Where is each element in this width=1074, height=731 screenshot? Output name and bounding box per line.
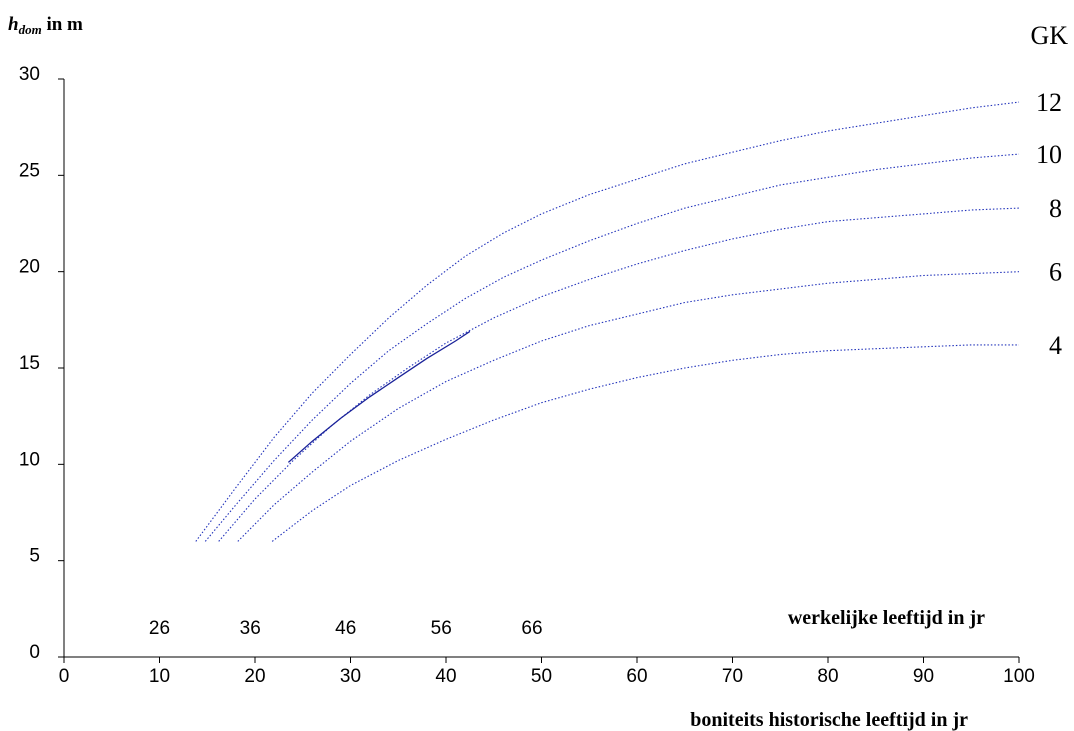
- x-tick-label: 60: [626, 666, 647, 687]
- series-layer: [195, 101, 1020, 542]
- series-label-gk-12: 12: [1036, 88, 1062, 117]
- secondary-x-axis-title: werkelijke leeftijd in jr: [788, 607, 985, 629]
- x-tick-label: 40: [435, 666, 456, 687]
- secondary-x-tick-label: 26: [149, 618, 170, 639]
- series-label-gk-4: 4: [1049, 331, 1062, 360]
- y-tick-label: 25: [19, 160, 40, 181]
- secondary-x-tick-label: 56: [431, 618, 452, 639]
- x-tick-label: 90: [913, 666, 934, 687]
- secondary-x-tick-label: 66: [521, 618, 542, 639]
- x-tick-label: 10: [149, 666, 170, 687]
- y-tick-label: 5: [29, 546, 40, 567]
- y-axis-title-sub: dom: [19, 22, 42, 37]
- y-axis-title-unit: in m: [42, 14, 83, 35]
- x-tick-label: 50: [531, 666, 552, 687]
- y-axis-title: hdom in m: [8, 14, 83, 37]
- x-axis-title: boniteits historische leeftijd in jr: [690, 709, 968, 731]
- series-line-gk-12: [195, 101, 1020, 542]
- x-tick-label: 80: [817, 666, 838, 687]
- y-tick-label: 15: [19, 353, 40, 374]
- y-axis-title-main: h: [8, 14, 19, 35]
- series-line-gk-4: [271, 344, 1019, 542]
- series-line-gk-8: [218, 207, 1020, 542]
- legend-title: GK: [1030, 21, 1068, 50]
- y-tick-label: 10: [19, 449, 40, 470]
- series-label-gk-10: 10: [1036, 140, 1062, 169]
- secondary-x-tick-label: 36: [240, 618, 261, 639]
- x-tick-label: 30: [340, 666, 361, 687]
- x-tick-label: 70: [722, 666, 743, 687]
- y-tick-label: 20: [19, 257, 40, 278]
- label-layer: 26 36 46 56 66 12 10 8 6 4: [149, 88, 1062, 639]
- series-label-gk-8: 8: [1049, 194, 1062, 223]
- series-line-gk-6: [237, 271, 1020, 542]
- series-label-gk-6: 6: [1049, 258, 1062, 287]
- secondary-x-tick-label: 46: [335, 618, 356, 639]
- x-tick-label: 100: [1003, 666, 1035, 687]
- y-tick-label: 30: [19, 64, 40, 85]
- series-line-observed: [287, 330, 471, 463]
- x-tick-label: 20: [244, 666, 265, 687]
- y-tick-label: 0: [29, 642, 40, 663]
- axes-layer: 0 5 10 15 20 25 30 0 10 20 30 40 50 60 70 80 90 100: [19, 64, 1035, 687]
- x-tick-label: 0: [59, 666, 70, 687]
